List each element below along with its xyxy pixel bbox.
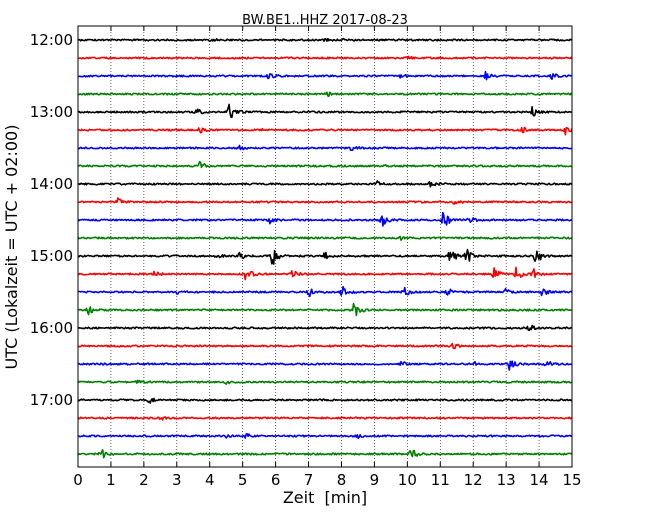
x-tick-label: 8 [337, 471, 347, 489]
y-tick-label: 17:00 [30, 391, 73, 409]
x-tick-label: 9 [370, 471, 380, 489]
seismogram-trace [77, 416, 573, 421]
x-tick-label: 13 [497, 471, 516, 489]
x-tick-label: 12 [464, 471, 483, 489]
x-tick-label: 4 [205, 471, 215, 489]
seismogram-trace [77, 211, 573, 227]
seismogram-trace [77, 342, 573, 350]
y-tick-label: 15:00 [30, 247, 73, 265]
x-tick-label: 14 [530, 471, 549, 489]
seismogram-trace [77, 448, 573, 459]
seismogram-trace [77, 180, 573, 188]
x-tick-label: 0 [73, 471, 83, 489]
x-tick-label: 2 [139, 471, 149, 489]
x-tick-label: 5 [238, 471, 248, 489]
y-tick-label: 14:00 [30, 175, 73, 193]
seismogram-trace [77, 235, 573, 241]
seismogram-trace [77, 379, 573, 385]
seismogram-trace [77, 160, 572, 169]
x-tick-label: 10 [398, 471, 417, 489]
x-tick-label: 15 [562, 471, 581, 489]
y-tick-label: 16:00 [30, 319, 73, 337]
chart-title: BW.BE1..HHZ 2017-08-23 [242, 13, 408, 28]
x-tick-label: 11 [431, 471, 450, 489]
seismogram-trace [77, 91, 573, 98]
seismogram-trace [77, 144, 573, 152]
y-axis-label: UTC (Lokalzeit = UTC + 02:00) [2, 125, 21, 370]
seismogram-traces [77, 37, 573, 459]
seismogram-trace [77, 248, 573, 265]
seismogram-trace [77, 285, 573, 298]
x-tick-label: 1 [106, 471, 116, 489]
y-tick-label: 13:00 [30, 103, 73, 121]
seismogram-trace [77, 397, 573, 404]
seismogram-trace [77, 37, 573, 43]
seismogram-trace [77, 324, 573, 332]
seismogram-trace [77, 360, 573, 371]
x-axis-ticks: 0 1 2 3 4 5 6 7 8 9 10 11 12 13 14 15 [73, 26, 582, 489]
seismogram-trace [77, 432, 573, 440]
seismogram-trace [77, 70, 573, 81]
seismogram-trace [77, 302, 573, 317]
y-tick-label: 12:00 [30, 31, 73, 49]
x-tick-label: 7 [304, 471, 314, 489]
x-axis-label: Zeit [min] [283, 488, 367, 507]
x-tick-label: 3 [172, 471, 182, 489]
x-tick-label: 6 [271, 471, 281, 489]
seismogram-trace [77, 266, 573, 281]
seismogram-trace [77, 103, 572, 119]
y-axis-ticks: 12:00 13:00 14:00 15:00 16:00 17:00 [30, 31, 572, 409]
seismogram-trace [77, 55, 573, 60]
plot-frame [77, 25, 573, 468]
seismogram-trace [78, 126, 573, 136]
seismogram-trace [78, 197, 573, 205]
